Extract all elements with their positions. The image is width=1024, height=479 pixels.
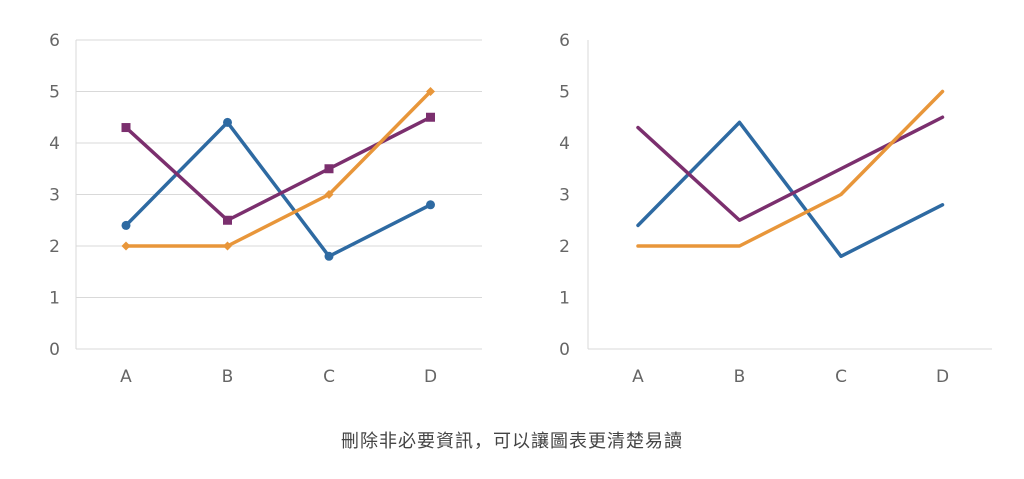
cluttered-line-chart: 0 1 2 3 4 5 6 A B C D <box>49 31 482 387</box>
data-point-circle <box>121 220 131 230</box>
data-point-diamond <box>324 190 334 199</box>
x-tick-label: C <box>835 367 847 387</box>
x-tick-label: A <box>632 367 644 387</box>
x-tick-label: D <box>424 367 437 387</box>
y-tick-label: 5 <box>49 83 60 103</box>
y-tick-label: 4 <box>559 134 570 154</box>
y-tick-label: 5 <box>559 83 570 103</box>
series-line <box>124 120 433 259</box>
x-tick-label: B <box>734 367 746 387</box>
data-point-circle <box>426 200 435 210</box>
x-tick-label: C <box>323 367 335 387</box>
y-tick-label: 2 <box>49 237 60 257</box>
series-line <box>124 89 433 248</box>
data-point-diamond <box>223 241 232 251</box>
data-point-square <box>426 112 435 122</box>
y-tick-label: 6 <box>559 31 570 51</box>
y-tick-label: 3 <box>49 186 60 206</box>
data-point-square <box>223 215 232 225</box>
y-tick-label: 1 <box>49 289 60 309</box>
data-point-diamond <box>121 241 131 251</box>
y-tick-label: 0 <box>49 340 60 360</box>
clean-line-chart: 0 1 2 3 4 5 6 A B C D <box>559 31 992 387</box>
x-tick-label: B <box>222 367 234 387</box>
y-tick-label: 6 <box>49 31 60 51</box>
y-tick-label: 3 <box>559 186 570 206</box>
y-tick-label: 1 <box>559 289 570 309</box>
y-tick-label: 2 <box>559 237 570 257</box>
x-tick-label: D <box>936 367 949 387</box>
data-point-circle <box>223 117 232 127</box>
series-line <box>124 115 433 222</box>
data-point-diamond <box>426 87 435 96</box>
y-tick-label: 4 <box>49 134 60 154</box>
data-point-circle <box>324 251 334 261</box>
series-line <box>636 115 945 222</box>
series-line <box>636 89 945 248</box>
series-line <box>636 120 945 259</box>
y-tick-label: 0 <box>559 340 570 360</box>
x-tick-label: A <box>120 367 132 387</box>
data-point-square <box>324 164 334 174</box>
data-point-square <box>121 123 131 133</box>
caption-text: 刪除非必要資訊，可以讓圖表更清楚易讀 <box>341 431 683 452</box>
